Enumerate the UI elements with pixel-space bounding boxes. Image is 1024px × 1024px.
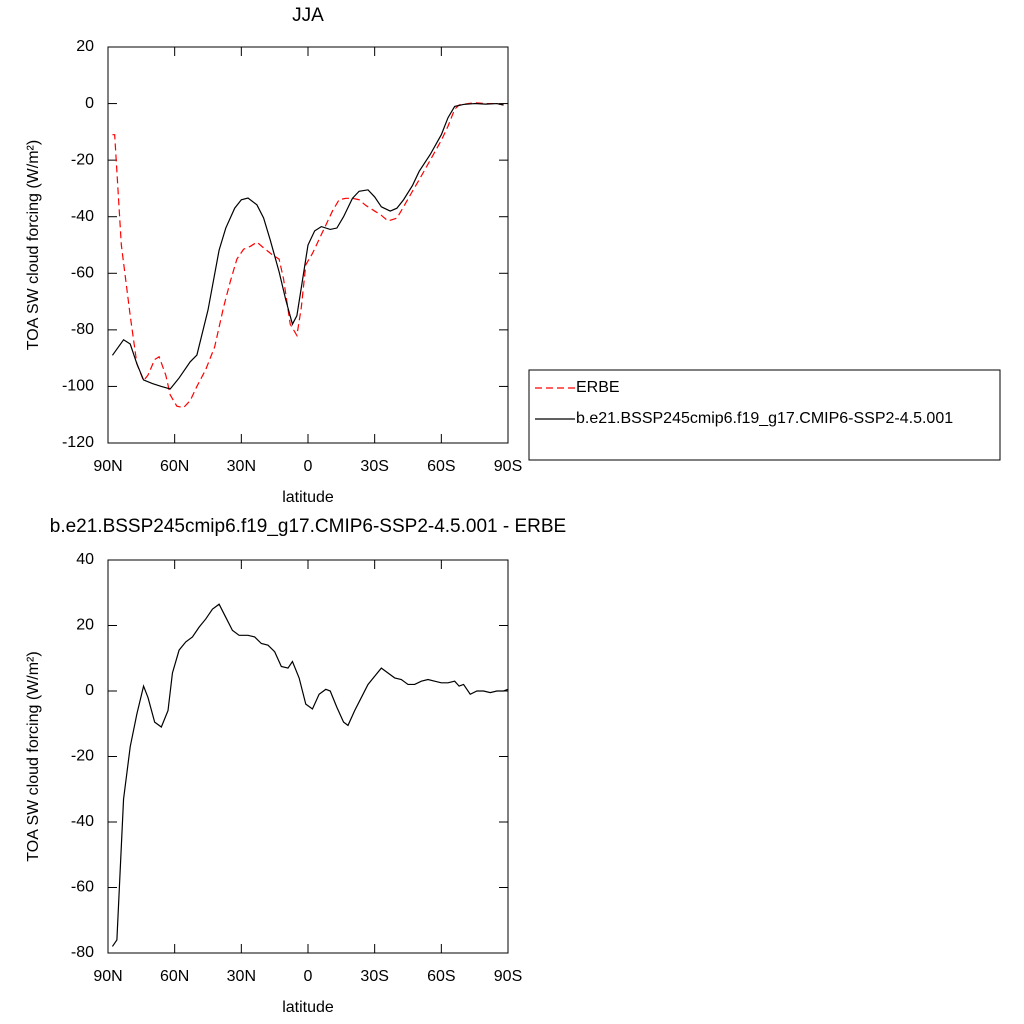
x-tick-label: 0 (304, 968, 313, 985)
y-axis-label: TOA SW cloud forcing (W/m²) (25, 140, 42, 350)
x-tick-label: 30S (360, 458, 388, 475)
y-tick-label: 20 (76, 617, 94, 634)
legend-label: b.e21.BSSP245cmip6.f19_g17.CMIP6-SSP2-4.… (576, 410, 953, 427)
plot-frame (107, 559, 509, 954)
y-tick-label: -40 (71, 208, 94, 225)
y-tick-label: -20 (71, 151, 94, 168)
x-tick-label: 90S (494, 458, 522, 475)
x-tick-label: 90N (93, 458, 122, 475)
y-tick-label: 40 (76, 551, 94, 568)
x-tick-label: 30S (360, 968, 388, 985)
x-tick-label: 60S (427, 458, 455, 475)
y-tick-label: -80 (71, 944, 94, 961)
data-line (111, 603, 509, 947)
data-line (111, 102, 504, 390)
y-tick-label: 0 (85, 682, 94, 699)
x-tick-label: 0 (304, 458, 313, 475)
x-tick-label: 60N (160, 458, 189, 475)
legend-box (528, 369, 1001, 461)
y-tick-label: -40 (71, 813, 94, 830)
y-tick-label: -20 (71, 748, 94, 765)
x-tick-label: 30N (227, 968, 256, 985)
y-tick-label: -100 (62, 378, 94, 395)
x-tick-label: 60N (160, 968, 189, 985)
x-tick-label: 60S (427, 968, 455, 985)
y-axis-label: TOA SW cloud forcing (W/m²) (25, 651, 42, 861)
legend-label: ERBE (576, 379, 620, 396)
chart-title: JJA (292, 5, 324, 26)
y-tick-label: -80 (71, 321, 94, 338)
x-axis-label: latitude (282, 489, 334, 506)
x-tick-label: 90N (93, 968, 122, 985)
y-tick-label: -60 (71, 265, 94, 282)
x-tick-label: 30N (227, 458, 256, 475)
y-tick-label: 0 (85, 95, 94, 112)
y-tick-label: -60 (71, 879, 94, 896)
x-axis-label: latitude (282, 999, 334, 1016)
y-tick-label: 20 (76, 38, 94, 55)
x-tick-label: 90S (494, 968, 522, 985)
y-tick-label: -120 (62, 434, 94, 451)
chart-title: b.e21.BSSP245cmip6.f19_g17.CMIP6-SSP2-4.… (50, 516, 566, 537)
data-line (112, 102, 504, 409)
